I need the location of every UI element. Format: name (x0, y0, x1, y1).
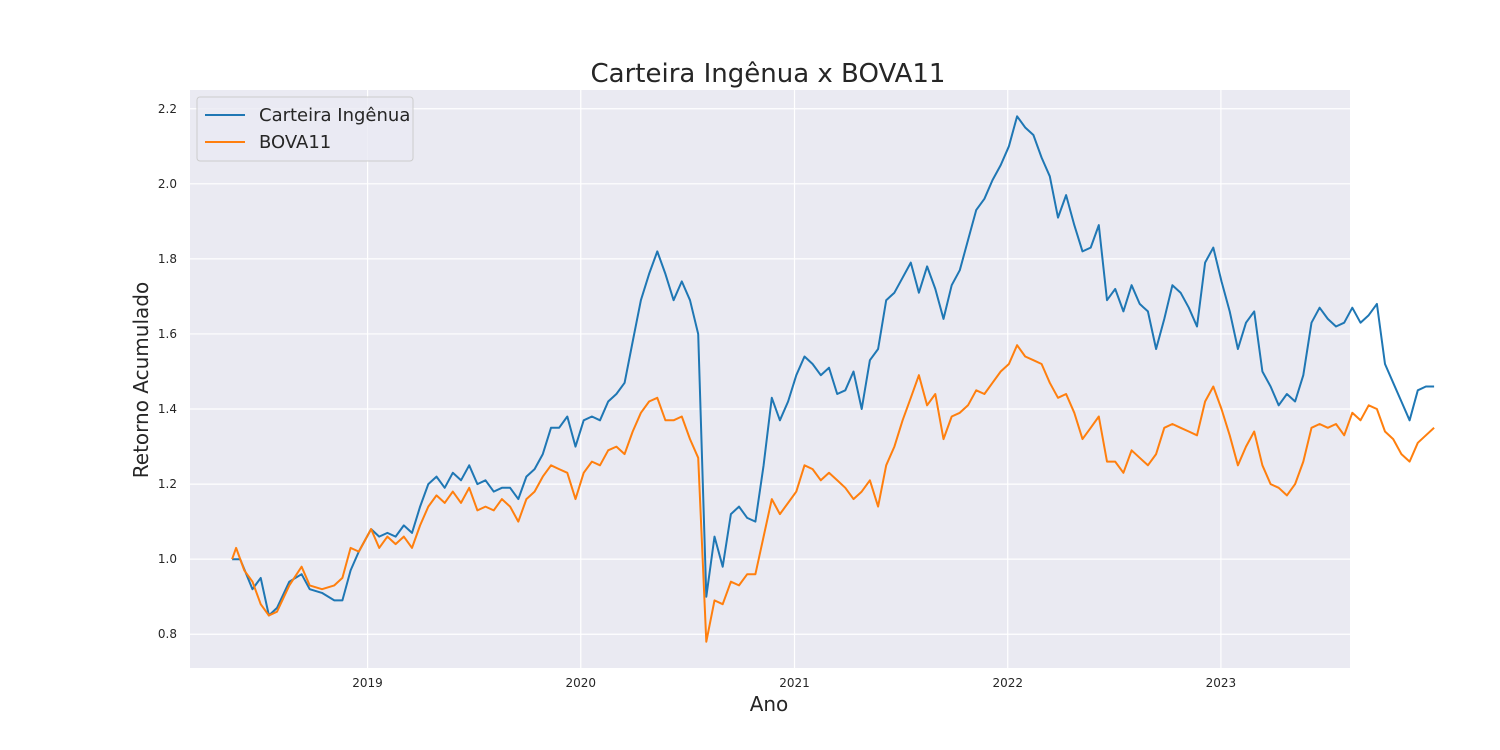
legend-label-bova11: BOVA11 (259, 132, 331, 153)
y-tick-label: 1.2 (158, 477, 177, 491)
chart-title: Carteira Ingênua x BOVA11 (591, 59, 946, 89)
legend-label-carteira: Carteira Ingênua (259, 105, 410, 126)
x-axis-label: Ano (750, 692, 789, 716)
x-tick-label: 2019 (352, 676, 383, 690)
x-tick-label: 2022 (992, 676, 1023, 690)
x-tick-label: 2021 (779, 676, 810, 690)
plot-area (190, 90, 1350, 668)
x-axis-ticks: 2019 2020 2021 2022 2023 (352, 676, 1236, 690)
x-tick-label: 2023 (1206, 676, 1237, 690)
series-lines (231, 115, 1435, 643)
y-tick-label: 0.8 (158, 627, 177, 641)
y-axis-ticks: 0.8 1.0 1.2 1.4 1.6 1.8 2.0 2.2 (158, 102, 177, 641)
y-axis-label: Retorno Acumulado (129, 282, 153, 478)
x-tick-label: 2020 (565, 676, 596, 690)
y-tick-label: 1.6 (158, 327, 177, 341)
legend: Carteira Ingênua BOVA11 (196, 96, 414, 162)
y-tick-label: 2.0 (158, 177, 177, 191)
legend-box (196, 96, 414, 162)
y-tick-label: 1.4 (158, 402, 177, 416)
series-line-0 (232, 115, 1435, 617)
y-tick-label: 2.2 (158, 102, 177, 116)
y-tick-label: 1.0 (158, 552, 177, 566)
y-tick-label: 1.8 (158, 252, 177, 266)
series-line-1 (231, 344, 1435, 643)
